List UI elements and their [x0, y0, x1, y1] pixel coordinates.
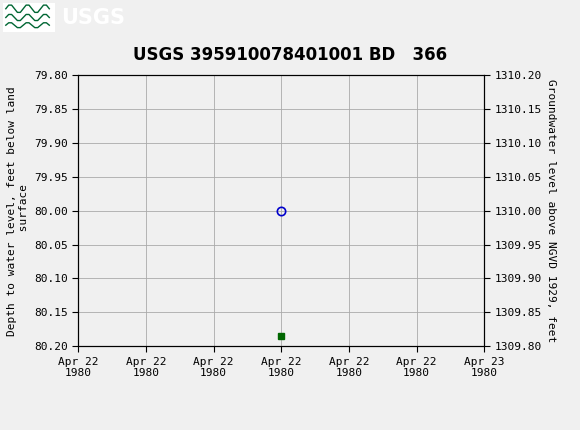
Text: USGS 395910078401001 BD   366: USGS 395910078401001 BD 366: [133, 46, 447, 64]
Y-axis label: Groundwater level above NGVD 1929, feet: Groundwater level above NGVD 1929, feet: [546, 79, 556, 342]
Text: USGS: USGS: [61, 7, 125, 28]
Bar: [3, 3, 55, 32]
Y-axis label: Depth to water level, feet below land
 surface: Depth to water level, feet below land su…: [7, 86, 28, 335]
